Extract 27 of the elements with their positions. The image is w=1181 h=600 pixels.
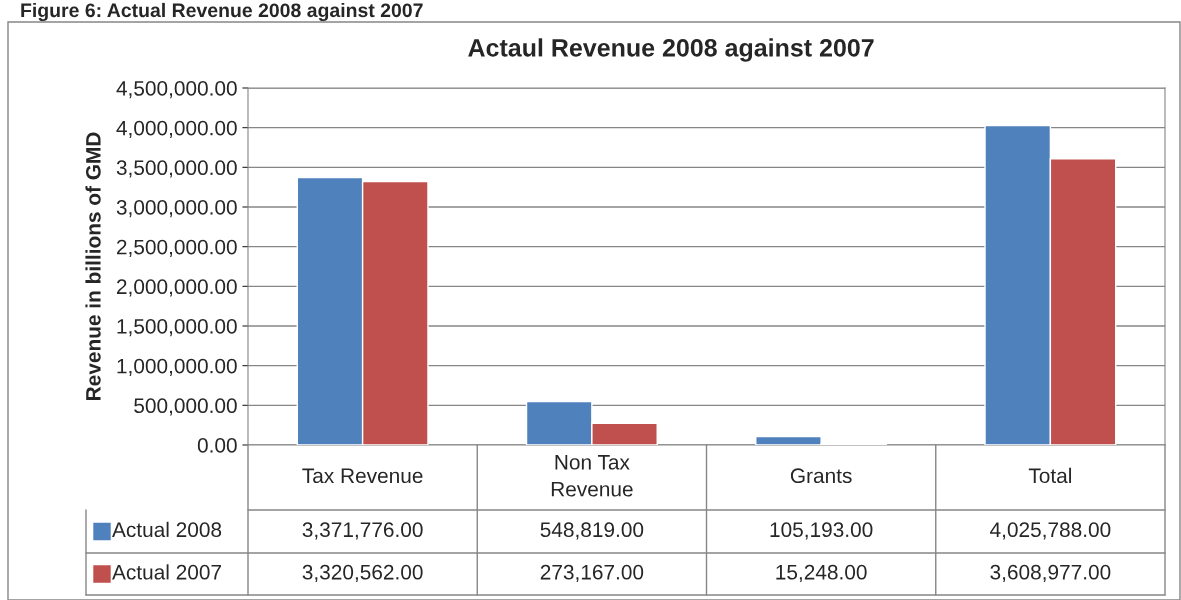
y-tick-label: 3,500,000.00: [116, 160, 237, 178]
x-tick-label: Non Tax Revenue: [551, 455, 633, 497]
x-tick-label: Tax Revenue: [302, 468, 423, 484]
legend-label: Actual 2007: [112, 564, 221, 580]
data-label: 105,193.00: [770, 522, 873, 540]
y-tick-label: 4,000,000.00: [116, 120, 237, 138]
data-label: 3,608,977.00: [990, 564, 1111, 583]
y-tick-label: 2,000,000.00: [117, 279, 237, 297]
y-tick-label: 1,000,000.00: [117, 358, 237, 376]
y-tick-label: 0.00: [197, 438, 237, 453]
y-tick-label: 2,500,000.00: [117, 239, 237, 257]
y-tick-label: 500,000.00: [134, 398, 237, 416]
legend-label: Actual 2008: [112, 521, 222, 538]
y-tick-label: 4,500,000.00: [116, 81, 237, 99]
x-tick-label: Total: [1028, 467, 1071, 484]
y-axis-title: Revenue in billions of GMD: [85, 132, 101, 400]
caption: Figure 6: Actual Revenue 2008 against 2007: [21, 2, 423, 22]
data-label: 548,819.00: [540, 522, 644, 540]
y-tick-label: 3,000,000.00: [116, 200, 237, 218]
data-label: 15,248.00: [776, 564, 867, 583]
data-label: 3,371,776.00: [302, 522, 423, 540]
data-label: 4,025,788.00: [990, 522, 1111, 540]
x-tick-label: Grants: [790, 468, 852, 484]
y-tick-label: 1,500,000.00: [117, 319, 237, 337]
data-label: 3,320,562.00: [302, 564, 423, 583]
chart-title: Actaul Revenue 2008 against 2007: [468, 38, 874, 62]
data-label: 273,167.00: [540, 564, 644, 583]
